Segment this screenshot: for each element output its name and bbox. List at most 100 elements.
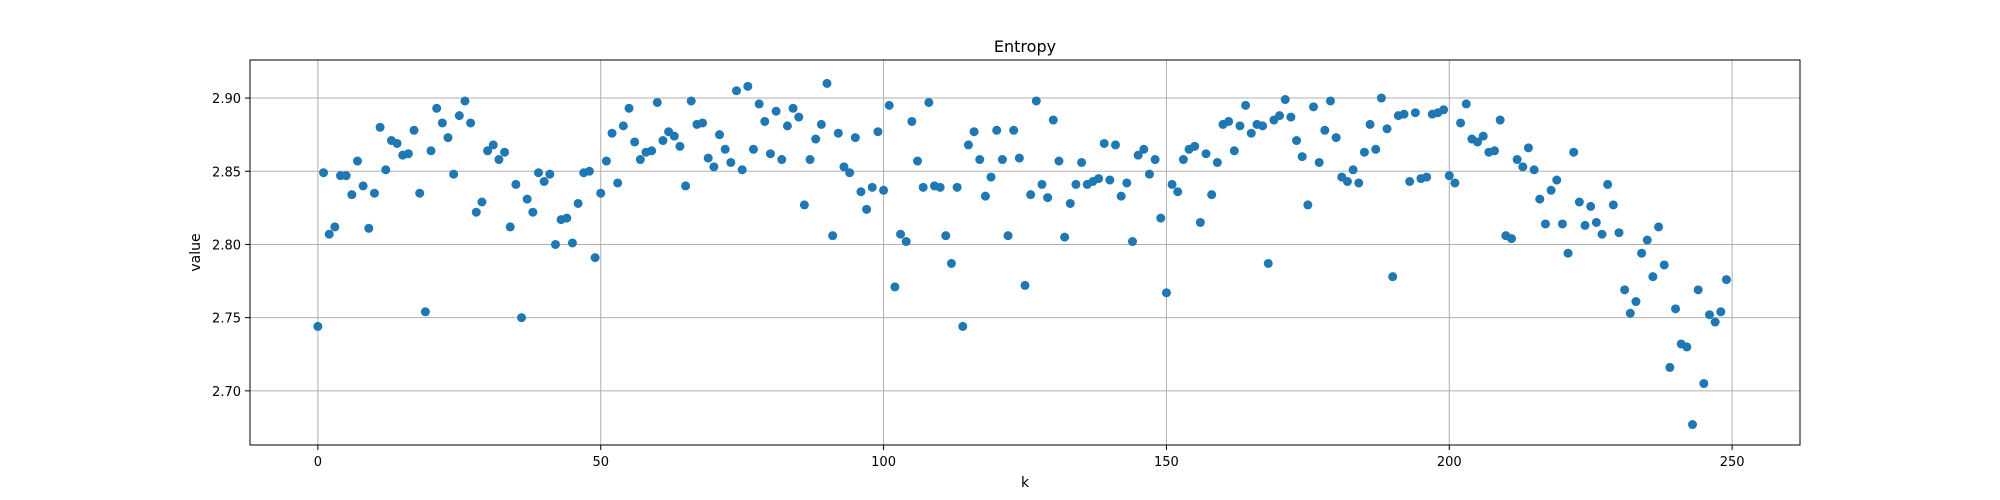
data-point: [1167, 179, 1177, 189]
y-tick-label: 2.70: [212, 385, 241, 400]
data-point: [1422, 172, 1432, 182]
data-point: [913, 156, 923, 166]
data-point: [686, 96, 696, 106]
data-point: [1478, 131, 1488, 141]
data-point: [477, 197, 487, 207]
data-point: [1111, 140, 1121, 150]
data-point: [522, 194, 532, 204]
data-point: [1127, 237, 1137, 247]
data-point: [1535, 194, 1545, 204]
data-point: [1569, 147, 1579, 157]
data-point: [1207, 190, 1217, 200]
data-point: [443, 133, 453, 143]
data-point: [1241, 100, 1251, 110]
data-point: [901, 237, 911, 247]
data-point: [562, 213, 572, 223]
data-point: [1693, 285, 1703, 295]
data-point: [1512, 155, 1522, 165]
data-points: [313, 78, 1731, 430]
data-point: [618, 121, 628, 131]
data-point: [545, 169, 555, 179]
data-point: [963, 140, 973, 150]
data-point: [403, 149, 413, 159]
data-point: [1139, 144, 1149, 154]
data-point: [1246, 128, 1256, 138]
data-point: [1195, 217, 1205, 227]
data-point: [1286, 112, 1296, 122]
data-point: [1597, 229, 1607, 239]
data-point: [324, 229, 334, 239]
data-point: [1065, 198, 1075, 208]
data-point: [1105, 175, 1115, 185]
data-point: [437, 118, 447, 128]
data-point: [1303, 200, 1313, 210]
data-point: [1642, 235, 1652, 245]
data-point: [466, 118, 476, 128]
data-point: [1721, 275, 1731, 285]
data-point: [1444, 171, 1454, 181]
data-point: [1348, 165, 1358, 175]
data-point: [1031, 96, 1041, 106]
data-point: [1518, 162, 1528, 172]
data-point: [1263, 258, 1273, 268]
data-point: [1631, 297, 1641, 307]
data-point: [754, 99, 764, 109]
data-point: [924, 97, 934, 107]
data-point: [856, 187, 866, 197]
data-point: [1235, 121, 1245, 131]
data-point: [1258, 121, 1268, 131]
data-point: [1456, 118, 1466, 128]
data-point: [635, 155, 645, 165]
data-point: [1490, 146, 1500, 156]
data-point: [782, 121, 792, 131]
data-point: [1654, 222, 1664, 232]
data-point: [1574, 197, 1584, 207]
data-point: [799, 200, 809, 210]
data-point: [788, 103, 798, 113]
data-point: [1314, 157, 1324, 167]
data-point: [975, 155, 985, 165]
y-tick-label: 2.90: [212, 92, 241, 107]
data-point: [1439, 105, 1449, 115]
data-point: [1388, 272, 1398, 282]
data-point: [715, 130, 725, 140]
data-point: [720, 144, 730, 154]
data-point: [1648, 272, 1658, 282]
data-point: [969, 127, 979, 137]
data-point: [816, 119, 826, 129]
data-point: [460, 96, 470, 106]
data-point: [731, 86, 741, 96]
data-point: [573, 198, 583, 208]
data-point: [1523, 143, 1533, 153]
data-point: [1620, 285, 1630, 295]
data-point: [828, 231, 838, 241]
data-point: [1094, 174, 1104, 184]
data-point: [811, 134, 821, 144]
data-point: [1376, 93, 1386, 103]
data-point: [330, 222, 340, 232]
data-point: [341, 171, 351, 181]
data-point: [658, 136, 668, 146]
data-point: [737, 165, 747, 175]
data-point: [1382, 124, 1392, 134]
data-point: [1331, 133, 1341, 143]
data-point: [1026, 190, 1036, 200]
data-point: [1637, 248, 1647, 258]
data-point: [1546, 185, 1556, 195]
data-point: [1716, 307, 1726, 317]
data-point: [375, 122, 385, 132]
data-point: [1037, 179, 1047, 189]
data-point: [483, 146, 493, 156]
data-point: [845, 168, 855, 178]
data-point: [613, 178, 623, 188]
data-point: [1359, 147, 1369, 157]
data-point: [550, 239, 560, 249]
data-point: [1371, 144, 1381, 154]
data-point: [364, 223, 374, 233]
data-point: [347, 190, 357, 200]
data-point: [488, 140, 498, 150]
data-point: [1060, 232, 1070, 242]
data-point: [1077, 157, 1087, 167]
data-point: [986, 172, 996, 182]
data-point: [992, 125, 1002, 135]
